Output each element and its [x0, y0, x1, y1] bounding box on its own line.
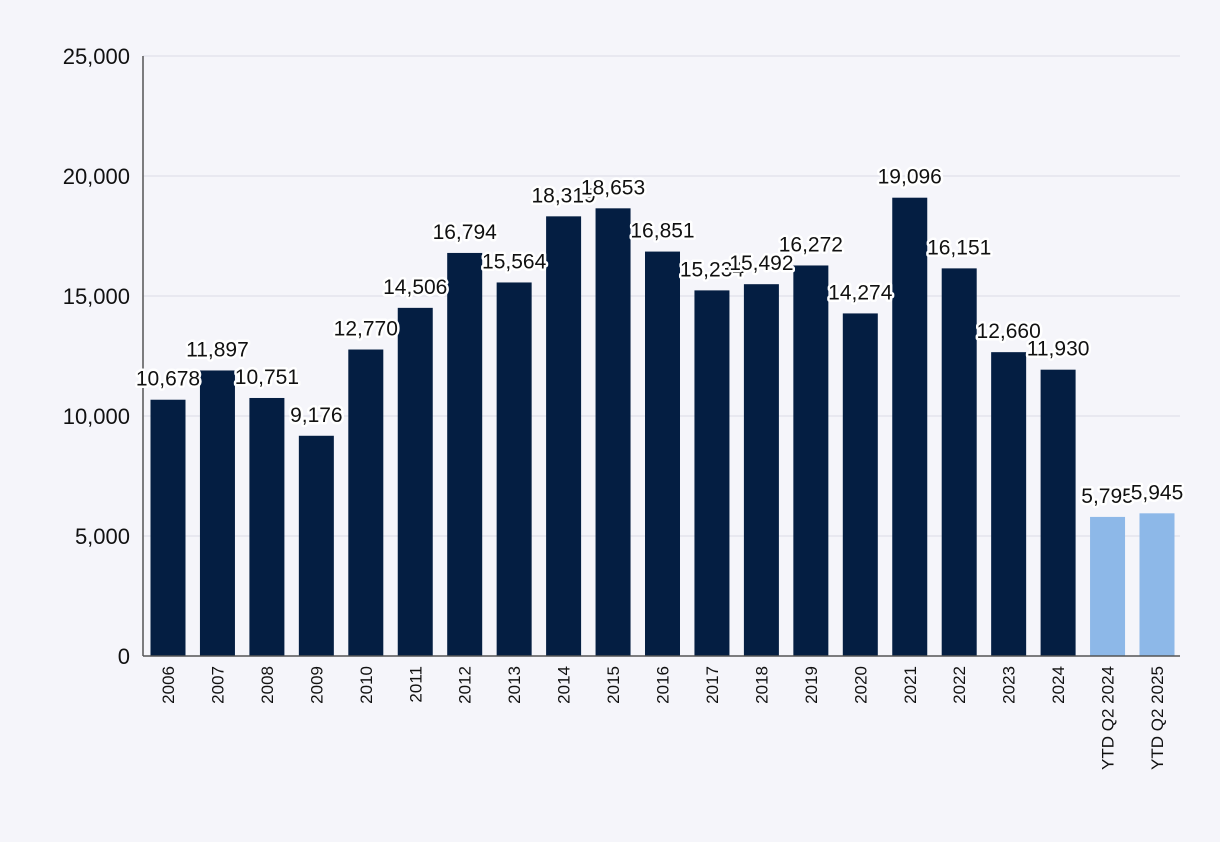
- data-label: 12,770: [334, 318, 398, 341]
- bar-2006: [150, 399, 186, 656]
- x-tick-label: 2006: [159, 666, 178, 704]
- data-label: 16,272: [779, 233, 843, 256]
- x-tick-label: 2008: [258, 666, 277, 704]
- data-label: 11,930: [1027, 338, 1090, 361]
- data-label: 11,897: [186, 338, 249, 361]
- bar-2008: [249, 397, 285, 656]
- bar-2017: [694, 290, 730, 656]
- data-label: 18,653: [581, 176, 645, 199]
- x-tick-label: YTD Q2 2024: [1099, 666, 1118, 770]
- data-label: 14,506: [383, 276, 447, 299]
- data-label: 16,794: [433, 221, 498, 244]
- y-tick-label: 20,000: [63, 164, 130, 189]
- x-tick-label: 2018: [752, 666, 771, 704]
- data-label: 14,274: [828, 281, 893, 304]
- x-tick-label: 2009: [307, 666, 326, 704]
- y-tick-label: 5,000: [75, 524, 130, 549]
- bar-2024: [1040, 369, 1076, 656]
- y-tick-label: 15,000: [63, 284, 130, 309]
- bar-2015: [595, 208, 631, 656]
- x-tick-label: YTD Q2 2025: [1148, 666, 1167, 770]
- data-label: 15,234: [680, 258, 745, 281]
- x-tick-label: 2010: [357, 666, 376, 704]
- data-labels: 10,678 11,897 10,751 9,176 12,770 14,506 16,79…: [133, 163, 1185, 510]
- data-label: 15,564: [482, 250, 547, 273]
- bar-2012: [447, 252, 483, 656]
- data-label: 10,678: [136, 368, 200, 391]
- data-label: 19,096: [878, 166, 942, 189]
- x-tick-label: 2022: [950, 666, 969, 704]
- x-tick-label: 2012: [456, 666, 475, 704]
- bar-ytd-q2-2025: [1139, 513, 1175, 656]
- x-tick-label: 2011: [406, 666, 425, 703]
- y-axis-ticks: 0 5,000 10,000 15,000 20,000 25,000: [63, 44, 130, 669]
- bar-2019: [793, 265, 829, 656]
- data-label: 18,319: [531, 184, 595, 207]
- x-tick-label: 2021: [901, 666, 920, 704]
- bar-2010: [348, 349, 384, 656]
- x-tick-label: 2023: [1000, 666, 1019, 704]
- x-tick-label: 2020: [851, 666, 870, 704]
- y-tick-label: 25,000: [63, 44, 130, 69]
- bars: [150, 197, 1175, 657]
- x-tick-label: 2007: [208, 666, 227, 704]
- x-axis-labels: 2006 2007 2008 2009 2010 2011 2012 2013 2014 2015…: [159, 666, 1167, 770]
- bar-2007: [199, 370, 235, 656]
- bar-2014: [546, 216, 582, 656]
- data-label: 15,492: [729, 252, 793, 275]
- data-label: 12,660: [977, 320, 1041, 343]
- y-tick-label: 10,000: [63, 404, 130, 429]
- data-label: 5,945: [1131, 481, 1184, 504]
- data-label: 5,795: [1081, 485, 1134, 508]
- bar-2022: [941, 268, 977, 656]
- bar-2020: [842, 313, 878, 656]
- bar-2016: [645, 251, 680, 657]
- data-label: 10,751: [235, 366, 299, 389]
- data-label: 16,851: [630, 220, 694, 243]
- y-tick-label: 0: [118, 644, 130, 669]
- x-tick-label: 2016: [654, 666, 673, 704]
- x-tick-label: 2019: [802, 666, 821, 704]
- data-label: 9,176: [290, 404, 343, 427]
- x-tick-label: 2013: [505, 666, 524, 704]
- bar-2013: [496, 282, 532, 656]
- x-tick-label: 2015: [604, 666, 623, 704]
- bar-2023: [991, 352, 1027, 656]
- x-tick-label: 2017: [703, 666, 722, 704]
- bar-2009: [298, 435, 334, 656]
- data-label: 16,151: [927, 236, 991, 259]
- bar-2021: [892, 197, 928, 657]
- axes: [142, 56, 1180, 657]
- x-tick-label: 2024: [1049, 666, 1068, 704]
- bar-2018: [743, 284, 779, 656]
- x-tick-label: 2014: [555, 666, 574, 704]
- bar-ytd-q2-2024: [1090, 516, 1126, 656]
- bar-2011: [397, 307, 433, 656]
